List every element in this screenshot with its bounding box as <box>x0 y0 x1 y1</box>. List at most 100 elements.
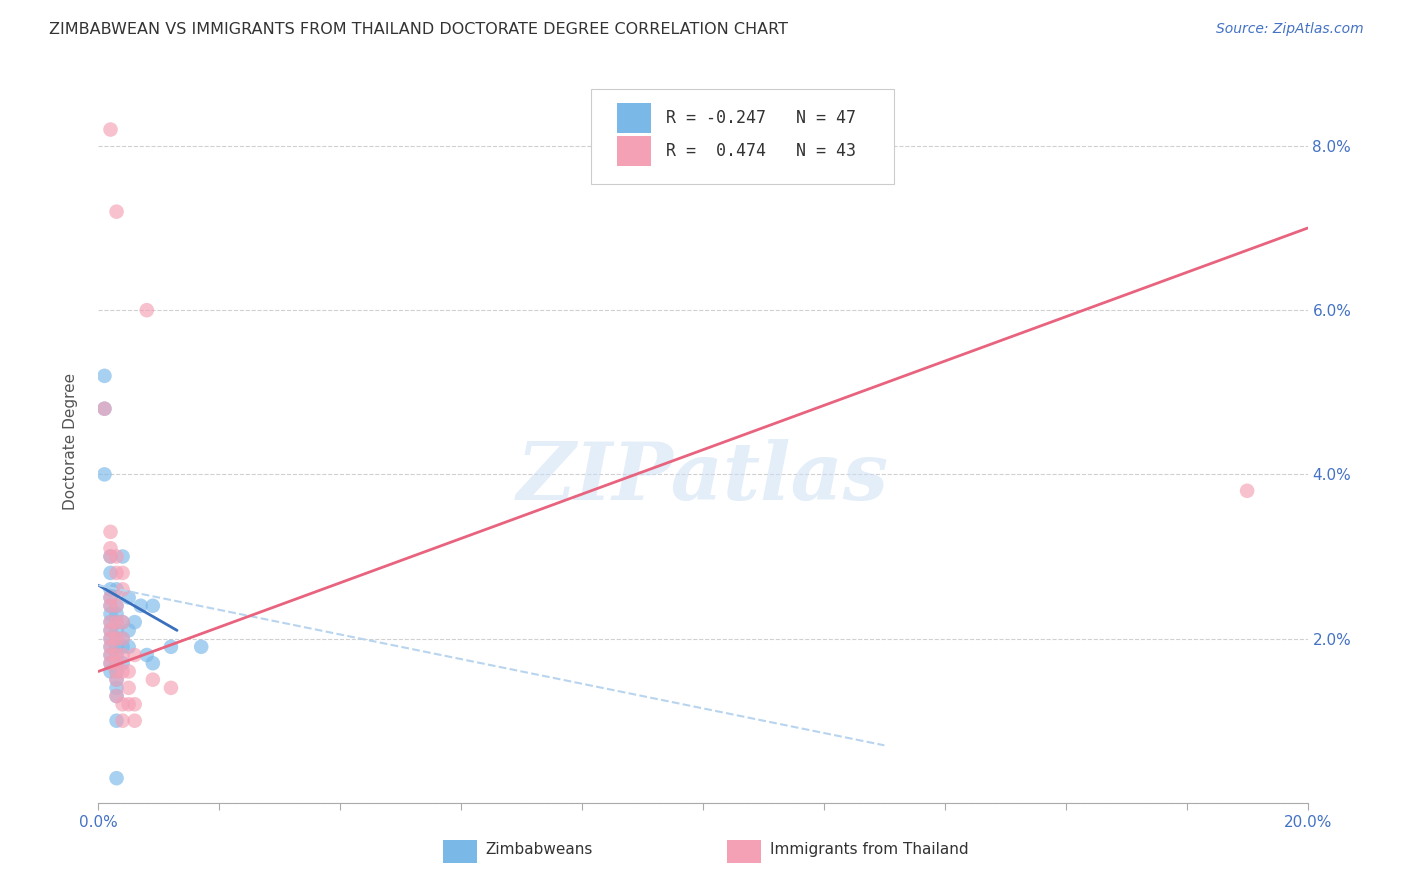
Point <box>93 467 115 482</box>
Point <box>111 615 134 630</box>
Text: R = -0.247   N = 47: R = -0.247 N = 47 <box>665 109 855 127</box>
Text: R =  0.474   N = 43: R = 0.474 N = 43 <box>665 142 855 160</box>
Point <box>100 648 122 662</box>
Point <box>100 607 122 621</box>
Point <box>111 632 134 646</box>
Point <box>124 615 146 630</box>
Point <box>118 698 141 712</box>
Point <box>135 303 157 318</box>
Point <box>105 657 128 671</box>
Point <box>105 615 128 630</box>
Point <box>105 640 128 654</box>
Text: ZIPatlas: ZIPatlas <box>517 439 889 516</box>
Point <box>118 591 141 605</box>
Point <box>100 599 122 613</box>
Point <box>111 632 134 646</box>
Y-axis label: Doctorate Degree: Doctorate Degree <box>63 373 77 510</box>
Point <box>100 648 122 662</box>
Point <box>105 681 128 695</box>
Point <box>100 640 122 654</box>
Point <box>100 122 122 136</box>
Point <box>100 615 122 630</box>
Point <box>93 401 115 416</box>
Point <box>111 648 134 662</box>
Point <box>100 657 122 671</box>
Point <box>100 549 122 564</box>
Point <box>100 549 122 564</box>
Point <box>124 714 146 728</box>
Point <box>105 648 128 662</box>
Point <box>105 648 128 662</box>
Point <box>105 624 128 638</box>
Point <box>105 632 128 646</box>
Point <box>118 681 141 695</box>
Point <box>160 640 183 654</box>
Point <box>100 640 122 654</box>
Point <box>105 204 128 219</box>
Point <box>111 657 134 671</box>
Point <box>118 640 141 654</box>
Point <box>111 582 134 597</box>
Point <box>105 599 128 613</box>
Point <box>111 698 134 712</box>
Point <box>105 549 128 564</box>
Point <box>1236 483 1258 498</box>
Point <box>190 640 212 654</box>
Point <box>111 640 134 654</box>
Point <box>105 566 128 580</box>
Point <box>129 599 152 613</box>
Point <box>105 632 128 646</box>
Point <box>124 648 146 662</box>
Point <box>111 566 134 580</box>
Point <box>100 615 122 630</box>
Point <box>100 566 122 580</box>
Point <box>100 541 122 556</box>
Text: ZIMBABWEAN VS IMMIGRANTS FROM THAILAND DOCTORATE DEGREE CORRELATION CHART: ZIMBABWEAN VS IMMIGRANTS FROM THAILAND D… <box>49 22 789 37</box>
Point <box>100 632 122 646</box>
Point <box>100 524 122 539</box>
FancyBboxPatch shape <box>727 839 761 863</box>
Point <box>111 615 134 630</box>
Point <box>105 665 128 679</box>
Text: Immigrants from Thailand: Immigrants from Thailand <box>769 842 969 857</box>
Point <box>100 624 122 638</box>
Point <box>100 591 122 605</box>
Point <box>100 582 122 597</box>
Point <box>105 582 128 597</box>
Point <box>100 591 122 605</box>
FancyBboxPatch shape <box>591 89 894 184</box>
Point <box>105 615 128 630</box>
Point <box>105 599 128 613</box>
Point <box>105 665 128 679</box>
Point <box>160 681 183 695</box>
Point <box>105 657 128 671</box>
Point <box>93 401 115 416</box>
Point <box>100 624 122 638</box>
Point <box>135 648 157 662</box>
Point <box>142 657 165 671</box>
Text: Zimbabweans: Zimbabweans <box>485 842 593 857</box>
Point <box>105 689 128 703</box>
Point <box>105 714 128 728</box>
Point <box>105 689 128 703</box>
Point <box>142 673 165 687</box>
Point <box>111 665 134 679</box>
Point <box>100 665 122 679</box>
Point <box>118 665 141 679</box>
FancyBboxPatch shape <box>617 136 651 166</box>
Point <box>100 657 122 671</box>
Point <box>100 632 122 646</box>
Point <box>118 624 141 638</box>
Point <box>105 673 128 687</box>
Point <box>124 698 146 712</box>
Point <box>105 607 128 621</box>
Point <box>105 771 128 785</box>
FancyBboxPatch shape <box>617 103 651 133</box>
Point <box>105 673 128 687</box>
Point <box>111 549 134 564</box>
Point <box>142 599 165 613</box>
Point <box>111 714 134 728</box>
Point <box>100 599 122 613</box>
FancyBboxPatch shape <box>443 839 477 863</box>
Point <box>93 368 115 383</box>
